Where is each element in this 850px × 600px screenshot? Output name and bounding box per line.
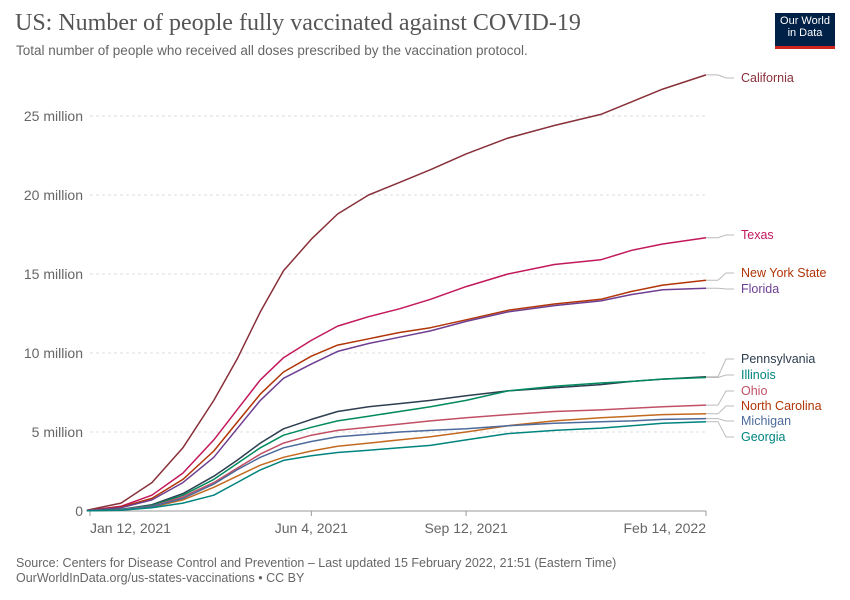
series-line-florida — [86, 287, 707, 512]
series-line-michigan — [86, 417, 707, 512]
x-tick-label: Jan 12, 2021 — [90, 520, 171, 536]
series-label-california: California — [741, 71, 794, 85]
series-line-new-york-state — [86, 279, 707, 512]
x-tick-label: Feb 14, 2022 — [623, 520, 706, 536]
label-connector — [706, 287, 734, 290]
label-connector — [706, 374, 734, 378]
label-connector — [706, 390, 734, 406]
series-line-california — [86, 74, 707, 511]
y-tick-label: 20 million — [24, 187, 83, 203]
label-connector — [706, 234, 734, 239]
series-lines — [86, 74, 707, 512]
source-note: Source: Centers for Disease Control and … — [16, 556, 617, 570]
series-line-pennsylvania — [86, 375, 707, 512]
chart-title: US: Number of people fully vaccinated ag… — [15, 10, 581, 36]
series-label-north-carolina: North Carolina — [741, 399, 822, 413]
series-label-florida: Florida — [741, 282, 779, 296]
series-line-ohio — [86, 404, 707, 512]
grid-lines — [90, 115, 706, 433]
series-label-ohio: Ohio — [741, 384, 767, 398]
series-label-texas: Texas — [741, 228, 774, 242]
series-label-new-york-state: New York State — [741, 266, 827, 280]
y-tick-label: 5 million — [32, 424, 83, 440]
label-connector — [706, 418, 734, 422]
label-connector — [706, 421, 734, 438]
y-tick-label: 10 million — [24, 345, 83, 361]
series-label-michigan: Michigan — [741, 414, 791, 428]
y-tick-label: 15 million — [24, 266, 83, 282]
series-line-north-carolina — [86, 413, 707, 512]
label-connector — [706, 405, 734, 415]
series-label-georgia: Georgia — [741, 430, 786, 444]
owid-logo[interactable]: Our World in Data — [775, 13, 835, 49]
label-connector — [706, 74, 734, 79]
x-tick-label: Sep 12, 2021 — [424, 520, 508, 536]
logo-line-2: in Data — [787, 27, 823, 39]
logo-line-1: Our World — [780, 15, 830, 27]
series-label-illinois: Illinois — [741, 368, 776, 382]
series-labels: California Texas New York State Florida Penn… — [706, 71, 827, 444]
y-axis-ticks: 0 5 million 10 million 15 million 20 million… — [24, 108, 83, 519]
logo-accent-bar — [775, 46, 835, 49]
chart-subtitle: Total number of people who received all … — [16, 43, 528, 58]
label-connector — [706, 358, 734, 378]
x-axis: Jan 12, 2021 Jun 4, 2021 Sep 12, 2021 Feb 1… — [89, 510, 707, 536]
series-line-illinois — [86, 376, 707, 512]
x-tick-label: Jun 4, 2021 — [275, 520, 348, 536]
series-line-georgia — [86, 420, 707, 512]
series-label-pennsylvania: Pennsylvania — [741, 352, 815, 366]
label-connector — [706, 272, 734, 281]
y-tick-label: 0 — [75, 503, 83, 519]
y-tick-label: 25 million — [24, 108, 83, 124]
series-line-texas — [86, 236, 707, 512]
source-url[interactable]: OurWorldInData.org/us-states-vaccination… — [16, 571, 305, 585]
